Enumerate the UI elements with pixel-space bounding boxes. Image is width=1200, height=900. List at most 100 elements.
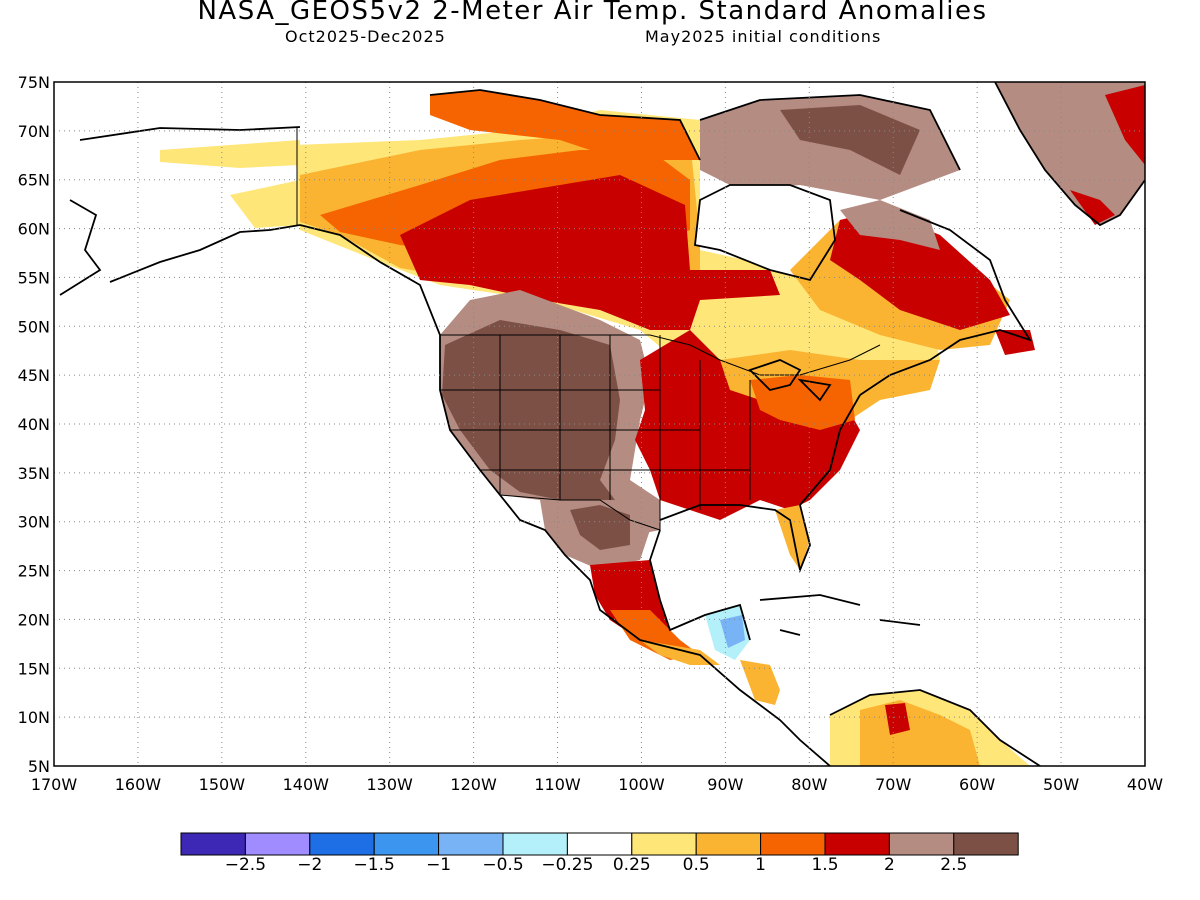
colorbar-label: −1 — [426, 855, 452, 875]
lat-tick-label: 25N — [18, 562, 50, 581]
mexico-darkbrown — [570, 505, 630, 550]
colorbar-swatch — [953, 832, 1019, 856]
lon-tick-label: 140W — [283, 775, 330, 794]
colorbar-label: 2 — [883, 855, 895, 875]
colorbar-swatch — [180, 832, 246, 856]
labrador-brown — [840, 200, 940, 250]
colorbar-label: 1 — [755, 855, 767, 875]
colorbar-label: −1.5 — [353, 855, 395, 875]
map-title: NASA_GEOS5v2 2-Meter Air Temp. Standard … — [197, 0, 988, 26]
lat-tick-label: 65N — [18, 171, 50, 190]
lon-tick-label: 60W — [959, 775, 995, 794]
lon-tick-label: 110W — [534, 775, 581, 794]
colorbar-label: 2.5 — [940, 855, 968, 875]
lat-tick-label: 50N — [18, 317, 50, 336]
coastline-alaska — [59, 126, 301, 296]
colorbar-swatch — [695, 832, 762, 856]
lon-tick-label: 70W — [875, 775, 911, 794]
lat-tick-label: 55N — [18, 268, 50, 287]
coastline-greenland — [994, 82, 1145, 227]
colorbar-label: 0.5 — [682, 855, 710, 875]
colorbar-label: −0.25 — [541, 855, 594, 875]
colorbar-labels: −2.5 −2 −1.5 −1 −0.5 −0.25 0.25 0.5 1 1.5 2 2.5 — [0, 855, 1200, 885]
lat-tick-label: 40N — [18, 415, 50, 434]
lat-tick-label: 20N — [18, 610, 50, 629]
mexico-yellow — [640, 640, 720, 665]
colorbar-swatch — [760, 832, 826, 856]
lon-tick-label: 160W — [115, 775, 162, 794]
lon-tick-label: 130W — [367, 775, 414, 794]
us-canada-border — [440, 334, 881, 376]
lon-tick-label: 50W — [1043, 775, 1079, 794]
alaska-warm-band — [160, 140, 300, 168]
lat-tick-label: 70N — [18, 122, 50, 141]
lon-tick-label: 100W — [618, 775, 665, 794]
lon-tick-label: 90W — [707, 775, 743, 794]
us-state-borders — [440, 335, 751, 530]
colorbar-swatch — [502, 832, 568, 856]
canada-red — [400, 175, 780, 330]
colorbar-label: −2.5 — [224, 855, 267, 875]
lat-tick-label: 35N — [18, 464, 50, 483]
coastline-gulf — [649, 394, 861, 641]
lon-tick-label: 40W — [1127, 775, 1163, 794]
colorbar — [180, 832, 1019, 856]
lat-tick-label: 45N — [18, 366, 50, 385]
colorbar-label: 1.5 — [811, 855, 839, 875]
great-lakes — [748, 359, 832, 402]
yucatan-lightblue — [720, 615, 745, 648]
gridlines — [54, 82, 1145, 766]
lon-tick-label: 170W — [31, 775, 78, 794]
greenland-red — [1105, 85, 1145, 165]
coastline-atlantic — [859, 209, 1033, 396]
longitude-labels: 170W 160W 150W 140W 130W 120W 110W 100W 90W 80W 70… — [31, 775, 1163, 794]
coastline-south-america — [829, 689, 1041, 766]
coastline-caribbean — [759, 594, 921, 636]
anomaly-map: 75N 70N 65N 60N 55N 50N 45N 40N 35N 30N 25N 20N 15N 1… — [18, 73, 1164, 794]
colorbar-swatch — [888, 832, 955, 856]
coastline-hudson-bay — [694, 184, 836, 282]
latitude-labels: 75N 70N 65N 60N 55N 50N 45N 40N 35N 30N 25N 20N 15N 1… — [18, 73, 50, 776]
colorbar-label: 0.25 — [612, 855, 651, 875]
colorbar-swatch — [631, 832, 697, 856]
initial-conditions: May2025 initial conditions — [645, 27, 882, 46]
greenland-brown — [995, 82, 1145, 225]
forecast-period: Oct2025-Dec2025 — [285, 27, 446, 46]
colorbar-label: −0.5 — [482, 855, 524, 875]
arctic-islands-orange — [430, 90, 700, 160]
colorbar-swatch — [309, 832, 375, 856]
labrador-red — [830, 210, 1010, 330]
coastline-arctic — [429, 89, 961, 171]
lon-tick-label: 150W — [199, 775, 246, 794]
map-frame — [53, 81, 1146, 767]
colorbar-label: −2 — [297, 855, 323, 875]
colorbar-swatch — [373, 832, 440, 856]
coastline-pacific — [299, 224, 831, 766]
lat-tick-label: 30N — [18, 513, 50, 532]
arctic-islands-darkbrown — [780, 105, 920, 175]
political-borders — [296, 127, 881, 531]
lat-tick-label: 60N — [18, 220, 50, 239]
colorbar-swatch — [438, 832, 504, 856]
lat-tick-label: 10N — [18, 708, 50, 727]
central-america-yellow — [740, 660, 780, 705]
anomaly-fields — [60, 82, 1145, 766]
colorbar-swatch — [566, 832, 633, 856]
newfoundland-red — [995, 330, 1035, 355]
lat-tick-label: 75N — [18, 73, 50, 92]
lon-tick-label: 120W — [450, 775, 497, 794]
alaska-south-warm — [230, 180, 300, 228]
west-us-darkbrown — [442, 320, 620, 500]
south-america-red — [885, 703, 910, 735]
colorbar-swatch — [824, 832, 890, 856]
lat-tick-label: 5N — [28, 757, 50, 776]
alaska-land — [60, 127, 300, 295]
hudson-bay — [695, 185, 835, 280]
florida-orange — [775, 505, 810, 570]
colorbar-swatch — [244, 832, 311, 856]
lon-tick-label: 80W — [791, 775, 827, 794]
lat-tick-label: 15N — [18, 659, 50, 678]
us-mexico-border — [499, 494, 661, 531]
greenland-south-red — [1070, 190, 1115, 225]
central-us-red — [635, 330, 860, 520]
